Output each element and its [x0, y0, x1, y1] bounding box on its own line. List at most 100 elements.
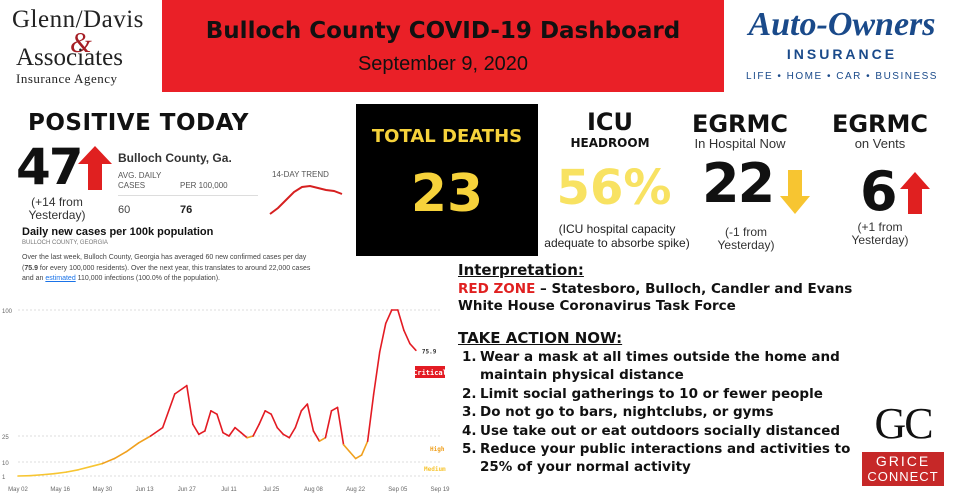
grice-text: GRICE [875, 453, 931, 469]
series-segment [192, 423, 200, 436]
total-deaths-value: 23 [410, 164, 484, 224]
auto-owners-logo: Auto-Owners [748, 6, 936, 43]
series-segment [372, 351, 381, 395]
icu-note: (ICU hospital capacity adequate to absor… [544, 222, 690, 250]
series-segment [210, 410, 218, 415]
y-tick-label: 25 [2, 435, 9, 441]
list-item: 4. Use take out or eat outdoors socially … [462, 422, 841, 439]
series-segment [348, 450, 357, 460]
trend-sparkline [269, 184, 343, 215]
series-segment [300, 403, 309, 412]
positive-change: (+14 from Yesterday) [28, 195, 86, 222]
x-tick-label: Jul 11 [221, 487, 237, 493]
series-segment [53, 471, 68, 475]
egrmc-hospital-title: EGRMC [691, 110, 789, 138]
series-segment [384, 309, 393, 325]
series-segment [336, 406, 345, 446]
x-tick-label: Aug 22 [346, 487, 366, 493]
chart-subtitle: BULLOCH COUNTY, GEORGIA [22, 240, 108, 246]
last-value-label: 75.9 [422, 348, 437, 355]
egrmc-hospital-change: (-1 from Yesterday) [717, 225, 775, 252]
critical-label: Critical [413, 369, 447, 377]
egrmc-vents-title: EGRMC [831, 110, 929, 138]
total-deaths-label: TOTAL DEATHS [371, 126, 523, 147]
per100k-label: PER 100,000 [180, 181, 228, 190]
chart-title: Daily new cases per 100k population [22, 226, 214, 238]
series-segment [282, 433, 291, 439]
y-tick-label: 10 [2, 461, 9, 467]
x-tick-label: Jul 25 [263, 487, 280, 493]
critical-badge [415, 366, 445, 378]
x-tick-label: Sep 05 [388, 487, 408, 493]
series-segment [137, 435, 152, 444]
y-tick-label: 1 [2, 475, 6, 481]
header-banner: Bulloch County COVID-19 Dashboard Septem… [162, 0, 724, 92]
glenn-davis-logo: Glenn/Davis & Associates Insurance Agenc… [0, 0, 162, 92]
egrmc-vents-value: 6 [860, 160, 898, 223]
series-segment [186, 384, 194, 426]
trend-label: 14-DAY TREND [272, 170, 329, 179]
connect-text: CONNECT [867, 469, 939, 484]
grice-connect-logo: GC [874, 399, 933, 448]
auto-owners-subtitle: INSURANCE [786, 46, 898, 62]
series-segment [378, 322, 387, 353]
series-segment [252, 423, 260, 437]
x-tick-label: Jun 13 [136, 487, 155, 493]
avg-daily-value: 60 [118, 204, 131, 216]
series-segment [312, 430, 321, 442]
egrmc-hospital-subtitle: In Hospital Now [694, 136, 786, 151]
estimated-link[interactable]: estimated [45, 275, 76, 283]
icu-value: 56% [556, 160, 672, 216]
series-segment [409, 342, 417, 352]
series-segment [234, 426, 242, 434]
series-segment [294, 410, 303, 429]
zone-label: RED ZONE [458, 281, 536, 297]
series-segment [198, 430, 206, 436]
x-tick-label: Sep 19 [430, 487, 450, 493]
series-segment [77, 465, 92, 471]
series-segment [403, 329, 411, 345]
zone-line: RED ZONE – Statesboro, Bulloch, Candler … [458, 281, 853, 297]
take-action-heading: TAKE ACTION NOW: [458, 329, 623, 347]
arrow-up-icon [900, 172, 930, 214]
logo-ampersand: & [70, 28, 92, 59]
arrow-down-icon [780, 170, 810, 214]
series-segment [396, 309, 405, 331]
summary-paragraph: Over the last week, Bulloch County, Geor… [22, 254, 311, 283]
series-segment [306, 403, 315, 432]
series-segment [161, 393, 176, 429]
list-item: 2. Limit social gatherings to 10 or fewer… [462, 385, 823, 402]
task-force-line: White House Coronavirus Task Force [458, 298, 736, 314]
arrow-up-icon [78, 146, 112, 190]
series-segment [318, 436, 327, 442]
icu-subtitle: HEADROOM [570, 136, 650, 150]
series-segment [228, 426, 236, 437]
series-segment [324, 410, 333, 439]
x-tick-label: Jun 27 [178, 487, 197, 493]
series-segment [288, 426, 297, 439]
series-segment [216, 413, 224, 434]
action-list: 1. Wear a mask at all times outside the h… [462, 348, 862, 477]
avg-daily-label: AVG. DAILY CASES [118, 171, 162, 190]
auto-owners-tagline: LIFE • HOME • CAR • BUSINESS [746, 71, 938, 82]
egrmc-vents-subtitle: on Vents [854, 136, 906, 151]
series-segment [149, 426, 164, 437]
x-tick-label: Aug 08 [304, 487, 324, 493]
series-segment [240, 431, 248, 439]
divider [118, 195, 258, 196]
medium-label: Medium [424, 466, 446, 473]
county-label: Bulloch County, Ga. [118, 151, 232, 165]
high-label: High [430, 446, 445, 453]
x-tick-label: May 02 [8, 487, 28, 493]
x-tick-label: May 16 [50, 487, 70, 493]
per100k-value: 76 [180, 204, 193, 216]
interpretation-heading: Interpretation: [458, 261, 584, 279]
series-segment [89, 462, 104, 468]
series-segment [342, 443, 351, 453]
series-segment [246, 435, 254, 439]
series-segment [65, 468, 80, 473]
logo-text-line3: Insurance Agency [16, 71, 118, 86]
series-segment [270, 413, 279, 429]
series-segment [173, 384, 188, 395]
list-item: 1. Wear a mask at all times outside the h… [462, 349, 840, 384]
